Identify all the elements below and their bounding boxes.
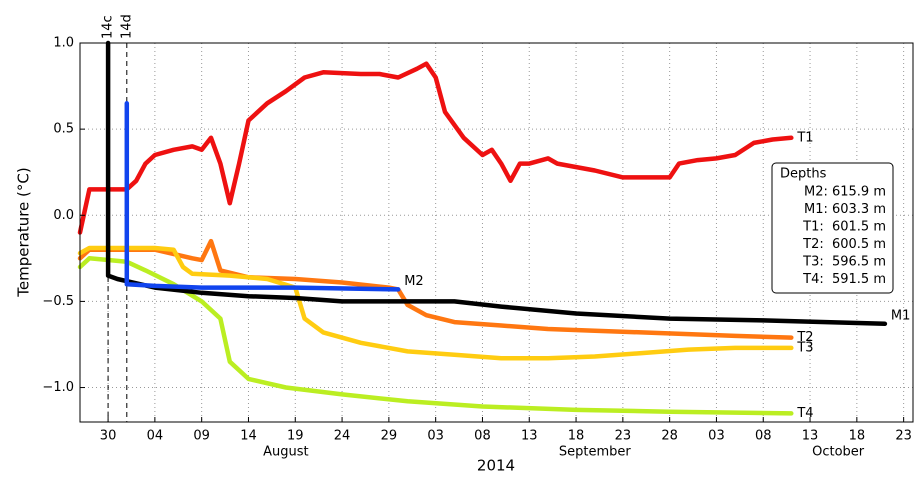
month-label: August	[263, 445, 309, 460]
x-tick-label: 03	[708, 429, 725, 444]
x-tick-label: 03	[427, 429, 444, 444]
x-tick-label: 08	[755, 429, 772, 444]
x-tick-label: 14	[240, 429, 257, 444]
month-label: October	[812, 445, 865, 460]
axes-frame	[79, 42, 914, 423]
series-line	[105, 40, 888, 327]
x-tick-label: 30	[100, 429, 117, 444]
x-tick-label: 29	[381, 429, 398, 444]
depths-entry: T3: 596.5 m	[802, 255, 886, 270]
y-tick-label: 1.0	[53, 36, 74, 51]
plot-area	[77, 40, 913, 422]
y-tick-label: 0.5	[53, 122, 74, 137]
x-tick-label: 18	[849, 429, 866, 444]
series-end-label: T2	[796, 330, 813, 345]
depths-entry: T4: 591.5 m	[802, 272, 886, 287]
depths-title: Depths	[780, 167, 827, 182]
depths-entry: T2: 600.5 m	[802, 237, 886, 252]
series-end-label: M2	[404, 274, 424, 289]
depths-box	[771, 162, 894, 294]
x-tick-label: 28	[661, 429, 678, 444]
x-tick-label: 08	[474, 429, 491, 444]
y-axis-label: Temperature (°C)	[15, 167, 33, 297]
x-tick-label: 13	[521, 429, 538, 444]
x-axis-label: 2014	[477, 457, 515, 475]
x-tick-label: 24	[334, 429, 351, 444]
event-label: 14c	[101, 15, 116, 39]
y-tick-label: −0.5	[42, 294, 74, 309]
event-label: 14d	[119, 14, 134, 39]
series-end-label: T1	[796, 130, 813, 145]
series-end-label: M1	[891, 308, 911, 323]
x-tick-label: 18	[568, 429, 585, 444]
y-tick-label: 0.0	[53, 208, 74, 223]
x-tick-label: 23	[895, 429, 912, 444]
depths-entry: M2: 615.9 m	[804, 185, 886, 200]
series-end-label: T3	[796, 340, 813, 355]
series-end-label: T4	[796, 406, 813, 421]
x-tick-label: 13	[802, 429, 819, 444]
x-tick-label: 23	[615, 429, 632, 444]
x-tick-label: 09	[193, 429, 210, 444]
month-label: September	[559, 445, 632, 460]
depths-entry: M1: 603.3 m	[804, 202, 886, 217]
series-line	[124, 101, 401, 292]
x-tick-label: 19	[287, 429, 304, 444]
series-line	[77, 245, 794, 361]
depths-entry: T1: 601.5 m	[802, 220, 886, 235]
series-line	[77, 256, 794, 416]
series-line	[77, 61, 794, 235]
x-tick-label: 04	[147, 429, 164, 444]
y-tick-label: −1.0	[42, 380, 74, 395]
